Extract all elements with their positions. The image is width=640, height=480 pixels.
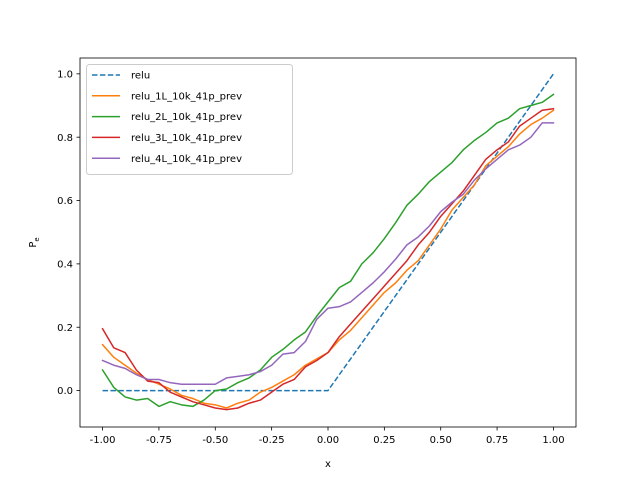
y-axis-ticks: 0.0 0.2 0.4 0.6 0.8 1.0 — [57, 69, 80, 397]
series-line-relu-2l-10k-41p-prev — [101, 93, 555, 408]
y-axis-label: Pe — [28, 237, 41, 247]
legend-label: relu_3L_10k_41p_prev — [131, 133, 242, 144]
legend-frame — [86, 64, 293, 175]
y-tick-label: 0.8 — [57, 133, 73, 144]
x-tick-label: 0.75 — [486, 435, 508, 446]
series-layer — [101, 73, 555, 411]
series-line-relu-3l-10k-41p-prev — [101, 107, 555, 411]
x-tick-label: -1.00 — [90, 435, 116, 446]
y-tick-label: 0.0 — [57, 386, 73, 397]
x-tick-label: -0.50 — [202, 435, 228, 446]
legend-label: relu — [131, 71, 150, 82]
legend: relu relu_1L_10k_41p_prev relu_2L_10k_41p_… — [86, 64, 293, 175]
x-axis-label: x — [325, 459, 331, 470]
x-tick-label: -0.25 — [259, 435, 285, 446]
x-tick-label: 0.00 — [317, 435, 339, 446]
x-tick-label: 0.25 — [373, 435, 395, 446]
y-tick-label: 0.6 — [57, 196, 73, 207]
legend-label: relu_4L_10k_41p_prev — [131, 154, 242, 165]
y-tick-label: 1.0 — [57, 69, 73, 80]
x-tick-label: 0.50 — [430, 435, 452, 446]
x-tick-label: 1.00 — [542, 435, 564, 446]
x-tick-label: -0.75 — [146, 435, 172, 446]
legend-label: relu_2L_10k_41p_prev — [131, 112, 242, 123]
series-line-relu-4l-10k-41p-prev — [101, 122, 555, 385]
x-axis-ticks: -1.00 -0.75 -0.50 -0.25 0.00 0.25 0.50 0.75 1.00 — [90, 427, 565, 446]
y-tick-label: 0.4 — [57, 259, 73, 270]
y-tick-label: 0.2 — [57, 323, 73, 334]
legend-label: relu_1L_10k_41p_prev — [131, 91, 242, 102]
